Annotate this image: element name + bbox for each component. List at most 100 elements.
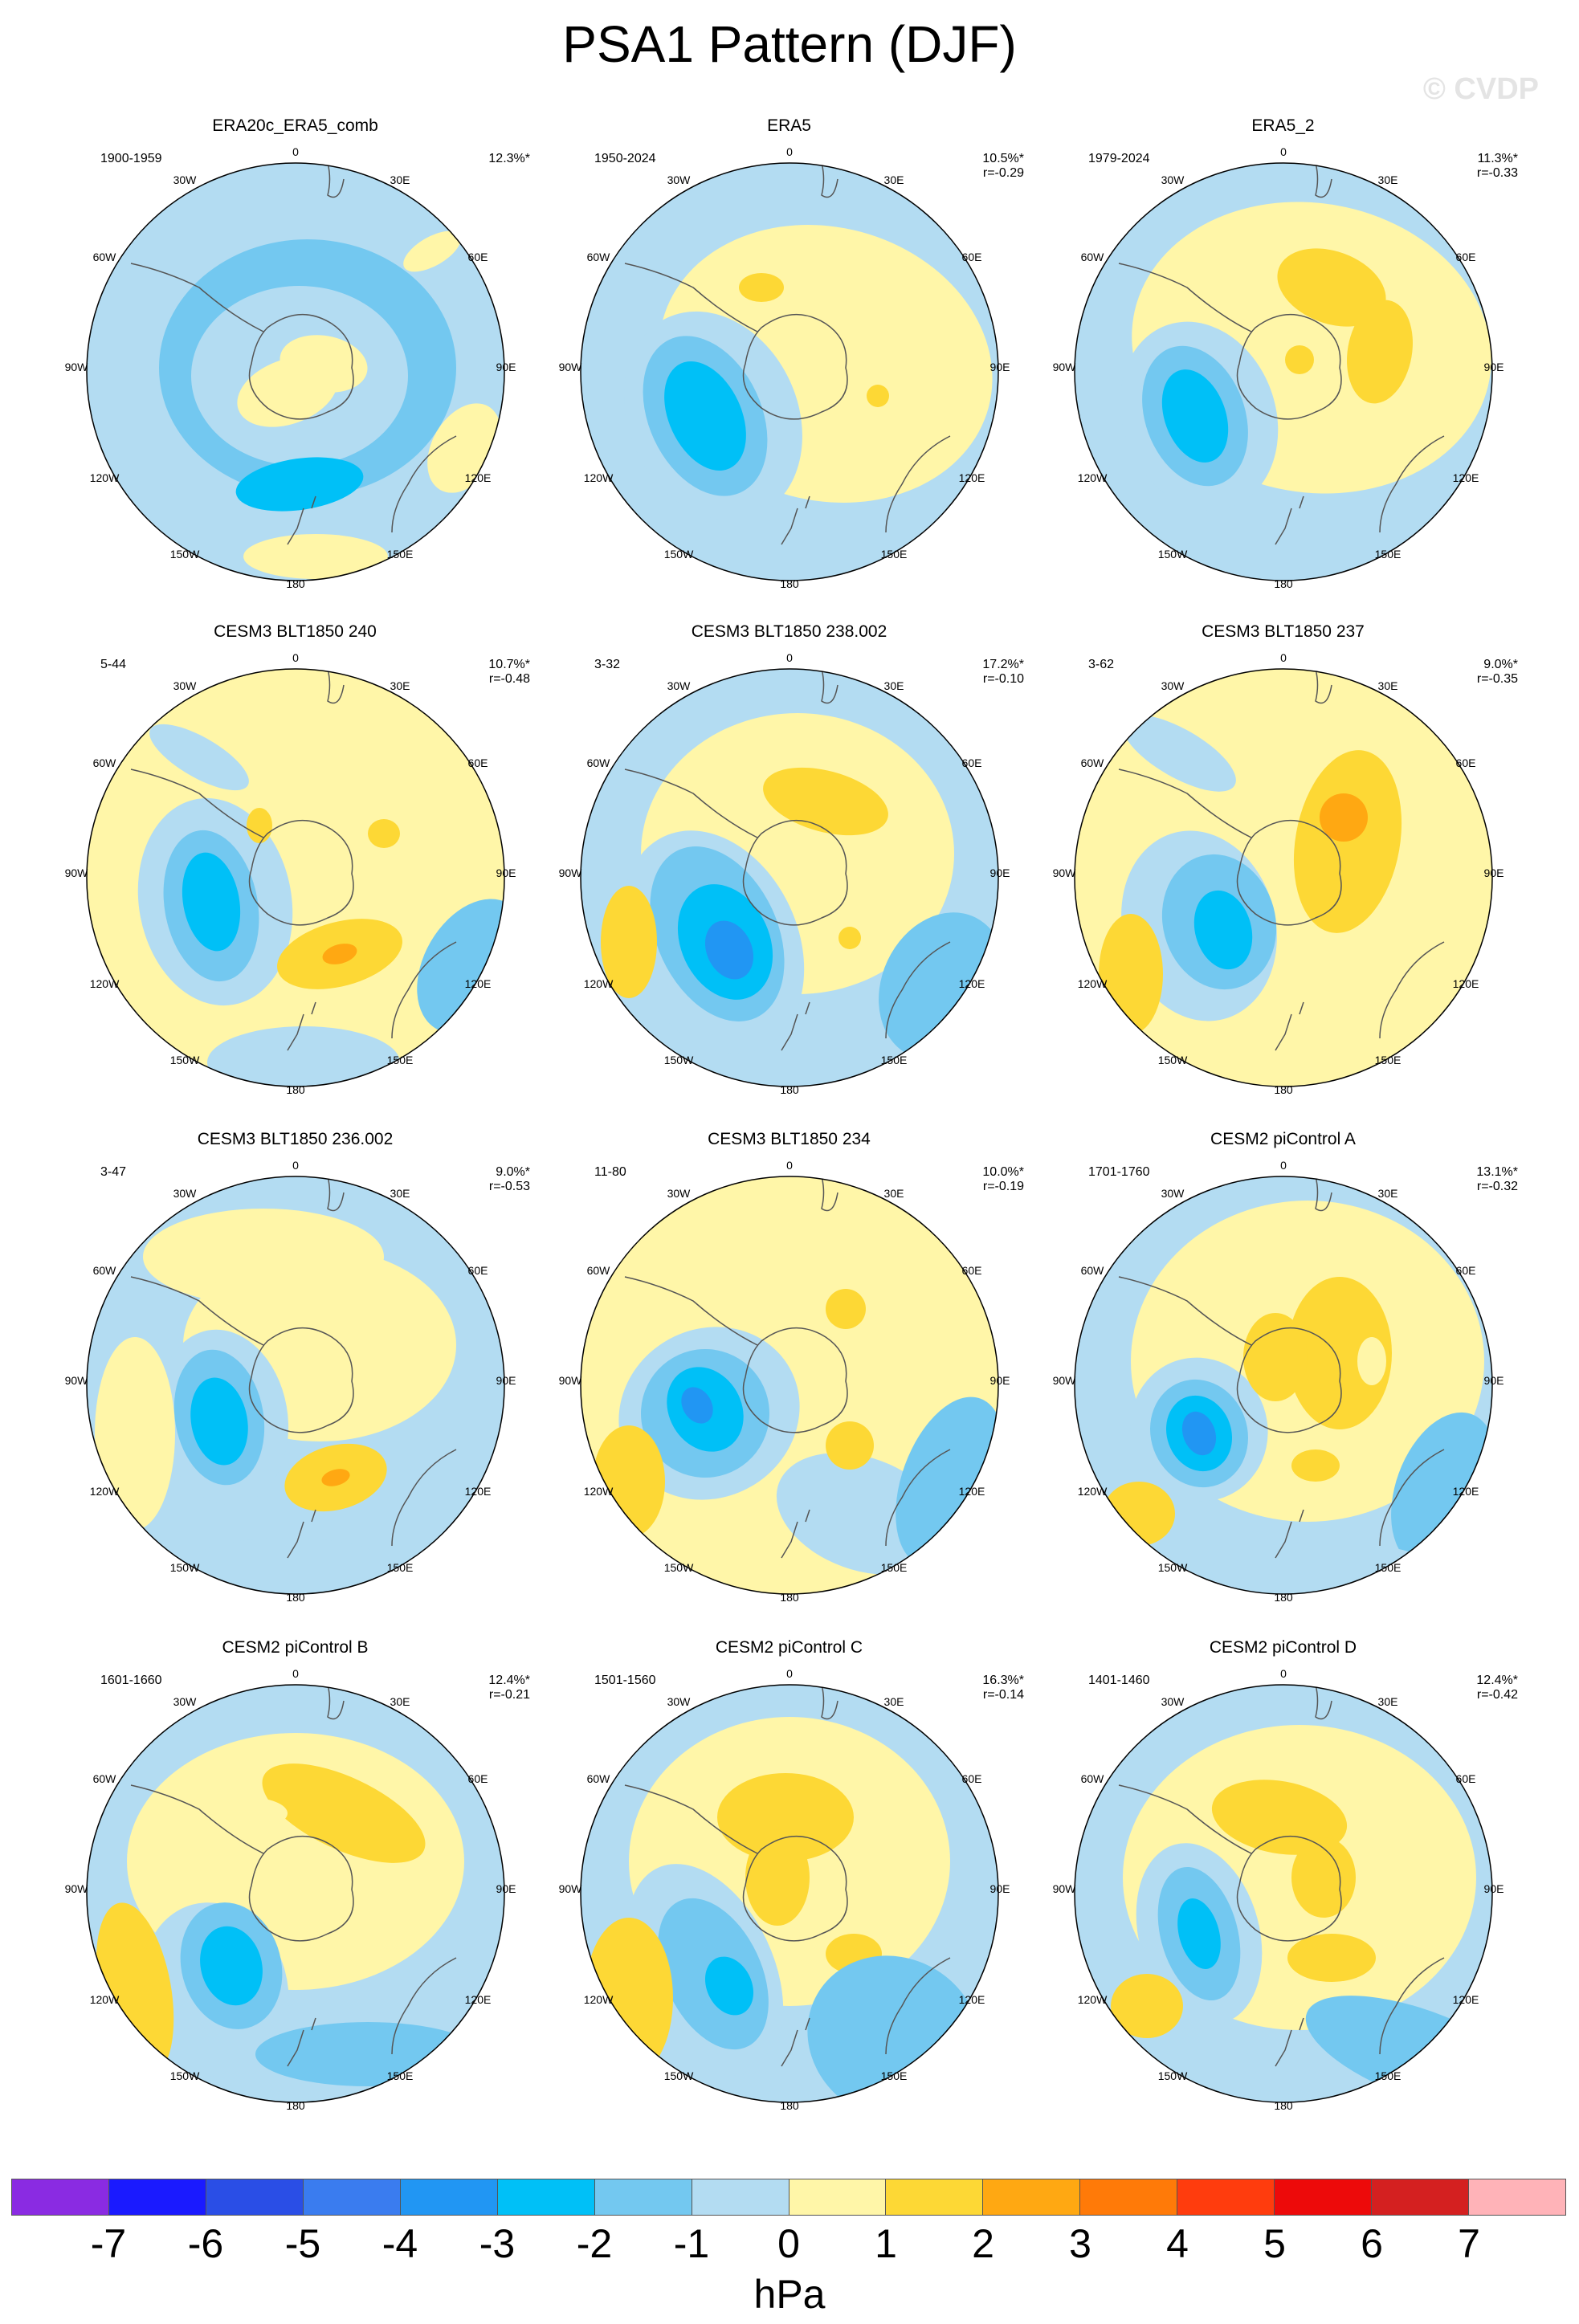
longitude-label: 180 xyxy=(286,2099,305,2112)
colorbar-cell xyxy=(1080,2179,1178,2215)
longitude-label: 30W xyxy=(173,1695,197,1708)
anomaly-contour xyxy=(1291,1449,1340,1482)
longitude-label: 90W xyxy=(558,866,582,879)
longitude-label: 120W xyxy=(583,1485,614,1498)
pattern-correlation: r=-0.21 xyxy=(488,1688,530,1702)
africa-coastline xyxy=(327,669,345,704)
map-boundary xyxy=(1074,668,1493,1087)
variance-explained: 12.4%* xyxy=(1476,1674,1518,1687)
antarctica-coastline xyxy=(248,820,354,926)
south-america-coastline xyxy=(624,1276,758,1346)
year-range: 3-47 xyxy=(100,1165,127,1179)
anomaly-contour xyxy=(207,1797,288,1829)
anomaly-contour xyxy=(704,1956,754,2016)
map-boundary xyxy=(580,1684,999,2103)
longitude-label: 90E xyxy=(1483,1374,1504,1387)
longitude-label: 90W xyxy=(558,1882,582,1895)
longitude-label: 60W xyxy=(586,756,610,769)
antarctica-coastline xyxy=(1236,820,1342,926)
colorbar-cell xyxy=(1275,2179,1373,2215)
longitude-label: 30W xyxy=(1161,173,1185,186)
longitude-label: 120W xyxy=(89,977,120,990)
longitude-label: 90E xyxy=(496,361,516,373)
colorbar-label: -7 xyxy=(90,2221,127,2266)
longitude-label: 150W xyxy=(169,2069,200,2082)
longitude-label: 150E xyxy=(1374,2069,1402,2082)
longitude-label: 180 xyxy=(780,2099,799,2112)
map-panel: CESM3 BLT1850 237 3-62 9.0%* r=-0.35 0 30E 60E… xyxy=(1020,622,1546,1128)
anomaly-contour xyxy=(867,385,889,407)
anomaly-contour xyxy=(321,1469,350,1486)
new-zealand-coastline xyxy=(287,1001,316,1051)
year-range: 1950-2024 xyxy=(594,152,656,165)
australia-coastline xyxy=(885,1449,951,1547)
anomaly-contour xyxy=(739,273,784,302)
longitude-label: 120E xyxy=(1452,977,1479,990)
longitude-label: 90W xyxy=(64,1882,88,1895)
colorbar-cell xyxy=(983,2179,1081,2215)
longitude-label: 0 xyxy=(786,145,793,158)
anomaly-contour xyxy=(1099,914,1163,1034)
anomaly-contour xyxy=(262,1763,426,1863)
south-america-coastline xyxy=(130,263,264,332)
longitude-label: 0 xyxy=(1280,1159,1287,1172)
map-boundary xyxy=(580,162,999,581)
antarctica-coastline xyxy=(742,1836,848,1942)
longitude-label: 90W xyxy=(1052,1882,1076,1895)
year-range: 1401-1460 xyxy=(1088,1674,1150,1687)
longitude-label: 90E xyxy=(1483,361,1504,373)
year-range: 3-32 xyxy=(594,658,621,671)
longitude-label: 30W xyxy=(667,1695,691,1708)
longitude-label: 150E xyxy=(386,548,414,561)
longitude-label: 120E xyxy=(464,1993,492,2006)
longitude-label: 60W xyxy=(92,251,116,263)
anomaly-contour xyxy=(200,1926,263,2006)
anomaly-contour xyxy=(190,1377,248,1466)
panel-title: ERA5 xyxy=(767,116,811,135)
colorbar xyxy=(11,2179,1566,2216)
south-america-coastline xyxy=(130,1784,264,1854)
longitude-label: 30E xyxy=(1377,1695,1398,1708)
longitude-label: 120E xyxy=(464,977,492,990)
longitude-label: 150W xyxy=(169,1054,200,1066)
longitude-label: 90W xyxy=(558,1374,582,1387)
longitude-label: 150E xyxy=(386,1054,414,1066)
anomaly-contour xyxy=(368,819,400,848)
new-zealand-coastline xyxy=(781,2017,810,2067)
polar-map xyxy=(580,1684,999,2103)
longitude-label: 60E xyxy=(961,756,982,769)
longitude-label: 0 xyxy=(292,1667,299,1680)
australia-coastline xyxy=(391,1449,457,1547)
variance-explained: 9.0%* xyxy=(496,1165,530,1179)
antarctica-coastline xyxy=(1236,1327,1342,1433)
longitude-label: 180 xyxy=(780,1083,799,1096)
variance-explained: 16.3%* xyxy=(982,1674,1024,1687)
longitude-label: 30E xyxy=(1377,173,1398,186)
map-panel: CESM2 piControl D 1401-1460 12.4%* r=-0.42 0… xyxy=(1020,1638,1546,2144)
longitude-label: 90W xyxy=(64,361,88,373)
south-america-coastline xyxy=(130,1276,264,1346)
new-zealand-coastline xyxy=(1275,495,1304,545)
longitude-label: 150W xyxy=(1157,2069,1188,2082)
anomaly-contour xyxy=(1161,369,1229,463)
variance-explained: 10.0%* xyxy=(982,1165,1024,1179)
anomaly-contour xyxy=(1320,793,1368,842)
colorbar-label: 3 xyxy=(1069,2221,1091,2266)
panel-title: CESM2 piControl D xyxy=(1209,1638,1357,1657)
polar-map xyxy=(580,162,999,581)
longitude-label: 0 xyxy=(786,1159,793,1172)
pattern-correlation: r=-0.10 xyxy=(982,672,1024,686)
longitude-label: 0 xyxy=(786,1667,793,1680)
longitude-label: 180 xyxy=(286,1083,305,1096)
antarctica-coastline xyxy=(742,1327,848,1433)
polar-map xyxy=(86,1176,505,1595)
longitude-label: 90E xyxy=(989,866,1010,879)
year-range: 1979-2024 xyxy=(1088,152,1150,165)
longitude-label: 150E xyxy=(1374,1561,1402,1574)
longitude-label: 60E xyxy=(467,251,488,263)
anomaly-contour xyxy=(1111,1974,1183,2038)
south-america-coastline xyxy=(624,263,758,332)
pattern-correlation: r=-0.53 xyxy=(488,1180,530,1193)
map-panel: ERA5 1950-2024 10.5%* r=-0.29 0 30E 60E 90E 120E… xyxy=(526,116,1052,622)
map-boundary xyxy=(86,1176,505,1595)
